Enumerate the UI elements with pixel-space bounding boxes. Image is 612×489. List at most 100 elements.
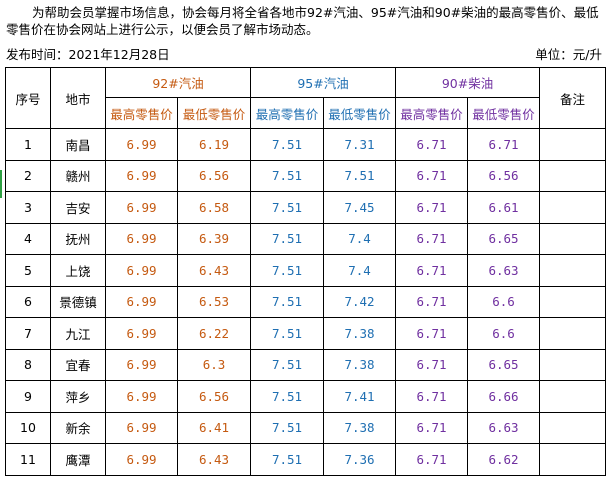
cell-remark bbox=[539, 317, 607, 350]
cell-index: 7 bbox=[5, 317, 51, 350]
cell-index: 5 bbox=[5, 254, 51, 287]
cell-92-max: 6.99 bbox=[105, 348, 178, 381]
table-row: 3 吉安 6.99 6.58 7.51 7.45 6.71 6.61 bbox=[5, 191, 607, 224]
cell-95-max: 7.51 bbox=[250, 443, 325, 476]
cell-index: 3 bbox=[5, 191, 51, 224]
cell-index: 4 bbox=[5, 222, 51, 255]
cell-remark bbox=[539, 128, 607, 161]
table-row: 11 鹰潭 6.99 6.43 7.51 7.36 6.71 6.62 bbox=[5, 443, 607, 476]
cell-index: 6 bbox=[5, 285, 51, 318]
cell-95-min: 7.41 bbox=[323, 380, 397, 413]
cell-92-max: 6.99 bbox=[105, 159, 178, 192]
cell-city: 鹰潭 bbox=[50, 443, 106, 476]
cell-92-min: 6.19 bbox=[176, 128, 252, 161]
header-remark: 备注 bbox=[539, 67, 607, 129]
header-95-max: 最高零售价 bbox=[250, 97, 325, 129]
cell-92-max: 6.99 bbox=[105, 443, 178, 476]
cell-90-min: 6.66 bbox=[467, 380, 541, 413]
cell-90-min: 6.6 bbox=[467, 317, 541, 350]
cell-90-min: 6.6 bbox=[467, 285, 541, 318]
cell-95-min: 7.4 bbox=[323, 222, 397, 255]
cell-remark bbox=[539, 411, 607, 444]
cell-95-max: 7.51 bbox=[250, 222, 325, 255]
cell-95-max: 7.51 bbox=[250, 191, 325, 224]
cell-95-min: 7.4 bbox=[323, 254, 397, 287]
cell-92-min: 6.39 bbox=[176, 222, 252, 255]
cell-92-max: 6.99 bbox=[105, 317, 178, 350]
cell-city: 宜春 bbox=[50, 348, 106, 381]
cell-92-max: 6.99 bbox=[105, 411, 178, 444]
cell-index: 11 bbox=[5, 443, 51, 476]
cell-92-min: 6.58 bbox=[176, 191, 252, 224]
cell-95-min: 7.51 bbox=[323, 159, 397, 192]
cell-92-min: 6.41 bbox=[176, 411, 252, 444]
cell-92-max: 6.99 bbox=[105, 285, 178, 318]
cell-remark bbox=[539, 222, 607, 255]
cell-95-min: 7.38 bbox=[323, 317, 397, 350]
cell-90-min: 6.65 bbox=[467, 348, 541, 381]
price-table: 序号 地市 92#汽油 95#汽油 90#柴油 备注 最高零售价 最低零售价 最… bbox=[5, 67, 607, 476]
cell-92-min: 6.56 bbox=[176, 159, 252, 192]
cell-city: 赣州 bbox=[50, 159, 106, 192]
cell-90-max: 6.71 bbox=[395, 254, 469, 287]
cell-90-max: 6.71 bbox=[395, 348, 469, 381]
cell-95-max: 7.51 bbox=[250, 317, 325, 350]
meta-bar: 发布时间：2021年12月28日 单位：元/升 bbox=[0, 46, 612, 64]
table-row: 4 抚州 6.99 6.39 7.51 7.4 6.71 6.65 bbox=[5, 222, 607, 255]
cell-92-min: 6.53 bbox=[176, 285, 252, 318]
table-row: 10 新余 6.99 6.41 7.51 7.38 6.71 6.63 bbox=[5, 411, 607, 444]
cell-remark bbox=[539, 285, 607, 318]
cell-city: 景德镇 bbox=[50, 285, 106, 318]
header-95-gasoline: 95#汽油 bbox=[250, 67, 397, 98]
cell-90-max: 6.71 bbox=[395, 443, 469, 476]
cell-90-max: 6.71 bbox=[395, 128, 469, 161]
cell-92-min: 6.3 bbox=[176, 348, 252, 381]
cell-95-min: 7.38 bbox=[323, 348, 397, 381]
cell-92-max: 6.99 bbox=[105, 191, 178, 224]
cell-city: 萍乡 bbox=[50, 380, 106, 413]
cell-92-max: 6.99 bbox=[105, 254, 178, 287]
cell-remark bbox=[539, 348, 607, 381]
table-row: 6 景德镇 6.99 6.53 7.51 7.42 6.71 6.6 bbox=[5, 285, 607, 318]
publish-time: 发布时间：2021年12月28日 bbox=[6, 47, 170, 62]
cell-92-max: 6.99 bbox=[105, 222, 178, 255]
cell-95-max: 7.51 bbox=[250, 285, 325, 318]
cell-city: 南昌 bbox=[50, 128, 106, 161]
cell-90-max: 6.71 bbox=[395, 411, 469, 444]
cell-city: 九江 bbox=[50, 317, 106, 350]
header-90-diesel: 90#柴油 bbox=[395, 67, 541, 98]
row-selection-marker bbox=[0, 170, 2, 198]
cell-index: 8 bbox=[5, 348, 51, 381]
cell-90-min: 6.61 bbox=[467, 191, 541, 224]
cell-92-min: 6.43 bbox=[176, 254, 252, 287]
cell-remark bbox=[539, 159, 607, 192]
cell-95-min: 7.45 bbox=[323, 191, 397, 224]
intro-paragraph: 为帮助会员掌握市场信息，协会每月将全省各地市92#汽油、95#汽油和90#柴油的… bbox=[6, 5, 599, 37]
cell-city: 抚州 bbox=[50, 222, 106, 255]
header-92-min: 最低零售价 bbox=[176, 97, 252, 129]
cell-95-max: 7.51 bbox=[250, 254, 325, 287]
cell-remark bbox=[539, 380, 607, 413]
cell-95-max: 7.51 bbox=[250, 380, 325, 413]
header-95-min: 最低零售价 bbox=[323, 97, 397, 129]
cell-95-min: 7.36 bbox=[323, 443, 397, 476]
table-row: 8 宜春 6.99 6.3 7.51 7.38 6.71 6.65 bbox=[5, 348, 607, 381]
cell-92-max: 6.99 bbox=[105, 128, 178, 161]
cell-95-max: 7.51 bbox=[250, 411, 325, 444]
header-90-max: 最高零售价 bbox=[395, 97, 469, 129]
cell-city: 新余 bbox=[50, 411, 106, 444]
header-92-gasoline: 92#汽油 bbox=[104, 67, 252, 98]
cell-95-max: 7.51 bbox=[250, 159, 325, 192]
cell-90-max: 6.71 bbox=[395, 285, 469, 318]
table-row: 1 南昌 6.99 6.19 7.51 7.31 6.71 6.71 bbox=[5, 128, 607, 161]
unit-label: 单位：元/升 bbox=[535, 47, 602, 62]
cell-92-min: 6.22 bbox=[176, 317, 252, 350]
cell-90-max: 6.71 bbox=[395, 380, 469, 413]
cell-90-max: 6.71 bbox=[395, 222, 469, 255]
header-row-groups: 序号 地市 92#汽油 95#汽油 90#柴油 备注 bbox=[5, 67, 607, 129]
cell-90-max: 6.71 bbox=[395, 159, 469, 192]
cell-90-min: 6.71 bbox=[467, 128, 541, 161]
cell-92-max: 6.99 bbox=[105, 380, 178, 413]
cell-city: 吉安 bbox=[50, 191, 106, 224]
cell-95-min: 7.31 bbox=[323, 128, 397, 161]
